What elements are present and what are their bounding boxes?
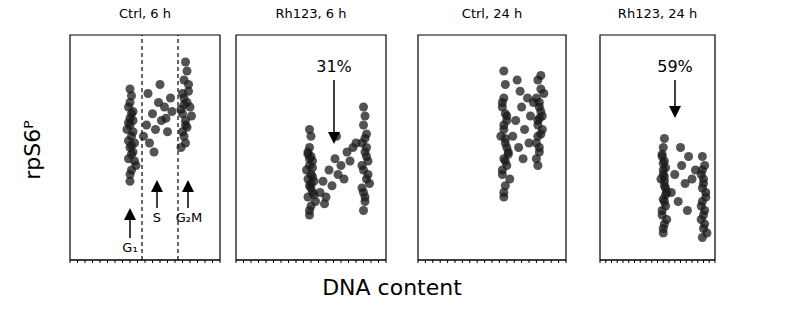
html-text:Rh123, 24 h: Rh123, 24 h bbox=[617, 6, 698, 21]
html-text:Rh123, 6 h: Rh123, 6 h bbox=[275, 6, 347, 21]
svg-text:G₂M: G₂M bbox=[176, 210, 203, 225]
html-text:Ctrl, 6 h: Ctrl, 6 h bbox=[119, 6, 171, 21]
svg-text:59%: 59% bbox=[657, 57, 693, 76]
svg-text:S: S bbox=[153, 210, 161, 225]
html-text:Ctrl, 24 h: Ctrl, 24 h bbox=[461, 6, 523, 21]
svg-text:rpS6ᴾ: rpS6ᴾ bbox=[20, 120, 45, 179]
svg-text:DNA content: DNA content bbox=[322, 275, 462, 300]
svg-text:31%: 31% bbox=[316, 57, 352, 76]
svg-text:G₁: G₁ bbox=[122, 240, 137, 255]
